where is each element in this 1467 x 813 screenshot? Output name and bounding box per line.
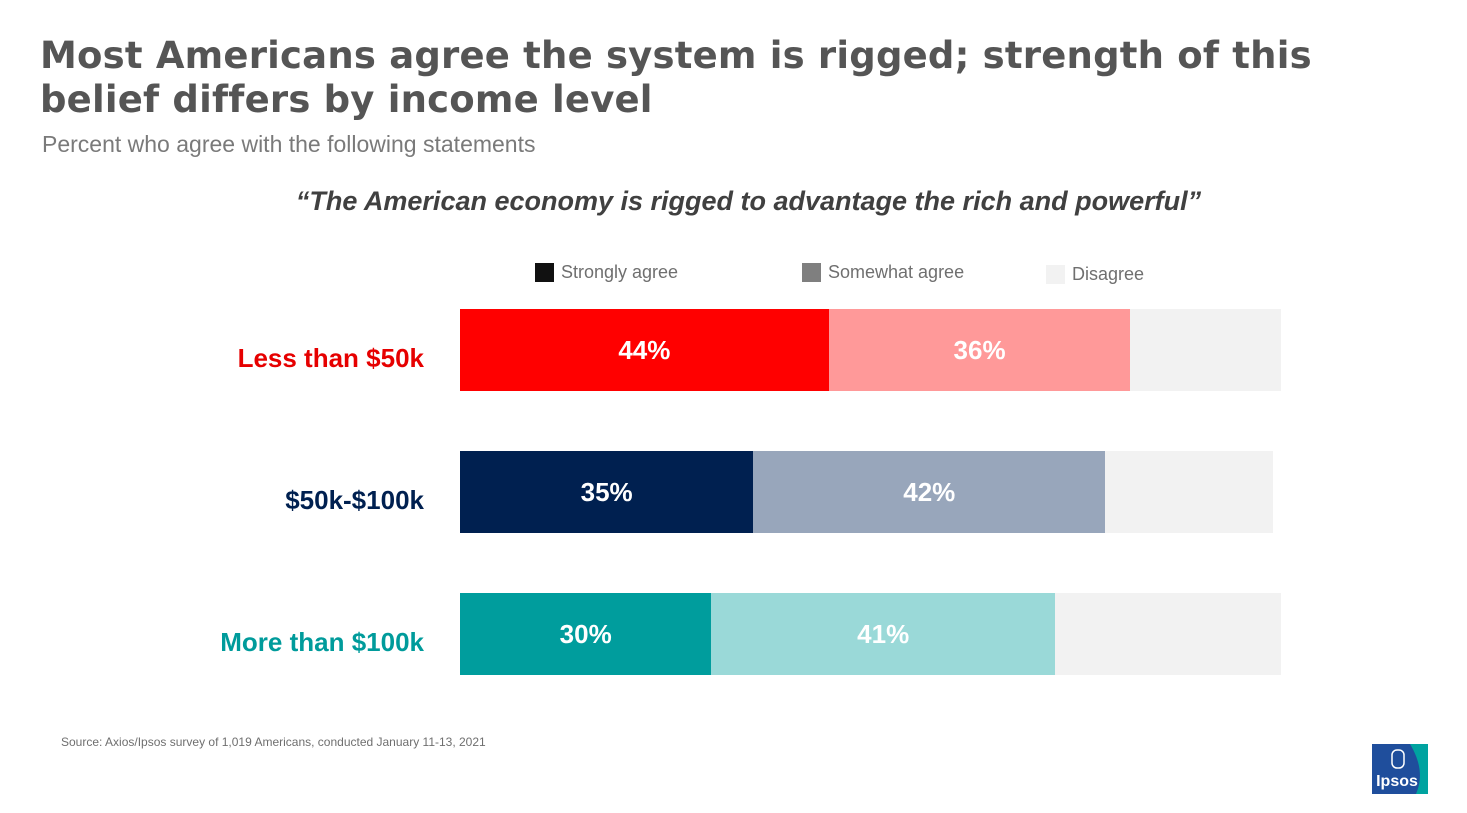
bar-segment-somewhat: 42% xyxy=(753,451,1106,533)
bar-segment-somewhat: 36% xyxy=(828,309,1131,391)
source-note: Source: Axios/Ipsos survey of 1,019 Amer… xyxy=(61,735,486,749)
category-label: Less than $50k xyxy=(237,343,424,373)
legend-label-somewhat: Somewhat agree xyxy=(828,262,965,282)
data-label: 44% xyxy=(618,334,671,365)
page-title: Most Americans agree the system is rigge… xyxy=(40,34,1312,121)
bar-segment-disagree xyxy=(1105,451,1273,533)
legend-item-somewhat: Somewhat agree xyxy=(802,262,964,283)
legend-item-disagree: Disagree xyxy=(1046,264,1144,285)
legend-swatch-disagree xyxy=(1046,265,1065,284)
page-subtitle: Percent who agree with the following sta… xyxy=(42,131,536,157)
bar-segment-disagree xyxy=(1130,309,1282,391)
bar-segment-disagree xyxy=(1054,593,1282,675)
logo-text: Ipsos xyxy=(1376,773,1418,790)
data-label: 42% xyxy=(903,476,956,507)
bar-segment-strong: 30% xyxy=(460,593,712,675)
bar-segment-strong: 44% xyxy=(460,309,829,391)
data-label: 35% xyxy=(580,476,633,507)
ipsos-logo: Ipsos xyxy=(1372,744,1428,794)
chart-title: “The American economy is rigged to advan… xyxy=(295,186,1202,216)
data-label: 36% xyxy=(953,334,1006,365)
category-label: More than $100k xyxy=(220,627,424,657)
bar-segment-somewhat: 41% xyxy=(711,593,1055,675)
category-label: $50k-$100k xyxy=(285,485,424,515)
legend-item-strong: Strongly agree xyxy=(535,262,678,283)
legend-swatch-strong xyxy=(535,263,554,282)
data-label: 30% xyxy=(559,618,612,649)
legend-swatch-somewhat xyxy=(802,263,821,282)
legend-label-strong: Strongly agree xyxy=(561,262,679,282)
data-label: 41% xyxy=(857,618,910,649)
bar-segment-strong: 35% xyxy=(460,451,754,533)
legend-label-disagree: Disagree xyxy=(1072,264,1145,284)
